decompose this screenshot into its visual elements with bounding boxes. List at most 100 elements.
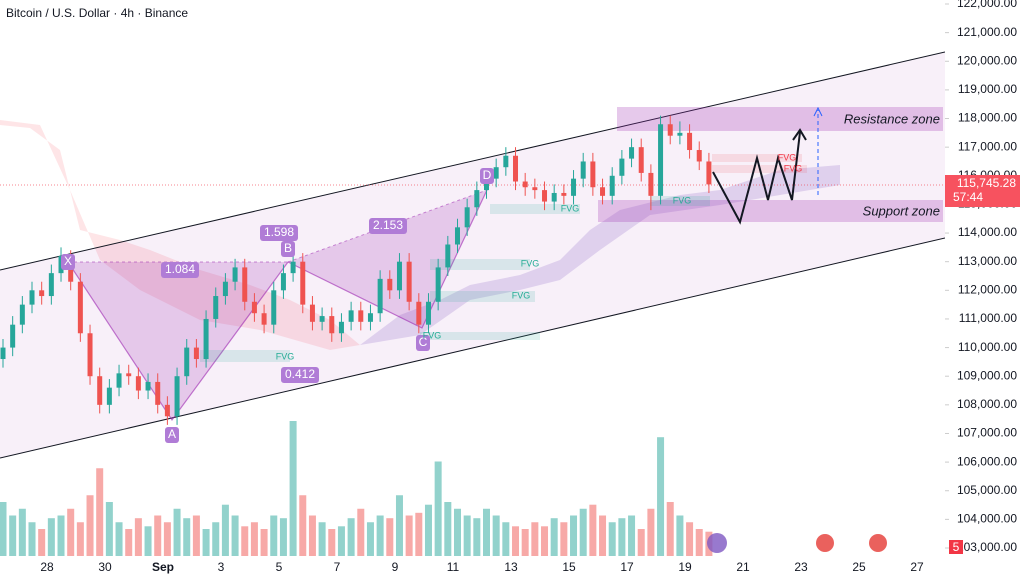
volume-bar (67, 508, 75, 556)
volume-bar (560, 522, 568, 556)
pattern-xab (68, 262, 288, 420)
candle-body (338, 321, 344, 334)
volume-bar (521, 529, 529, 556)
flag-icon[interactable] (816, 534, 834, 552)
candle-body (0, 347, 6, 360)
volume-bar (9, 515, 17, 556)
volume-bar (453, 508, 461, 556)
volume-bar (337, 526, 345, 556)
volume-bar (366, 522, 374, 556)
volume-bar (289, 421, 297, 556)
volume-bar (550, 518, 558, 556)
y-tick-label: 113,000.00 (958, 254, 1017, 268)
volume-bar (531, 522, 539, 556)
fvg-label: FVG (512, 290, 531, 300)
pattern-tag (161, 262, 199, 278)
y-tick-label: 114,000.00 (958, 225, 1017, 239)
y-tick-label: 108,000.00 (957, 397, 1017, 411)
volume-bar (686, 522, 694, 556)
candle-body (600, 187, 606, 196)
candle-body (571, 178, 577, 196)
pattern-text: 1.598 (264, 225, 294, 239)
pattern-tag (416, 335, 430, 351)
pattern-text: B (284, 241, 292, 255)
x-tick-label: 17 (620, 560, 634, 574)
candle-body (222, 281, 228, 297)
volume-bar (318, 522, 326, 556)
volume-bar (492, 515, 500, 556)
volume-bar (541, 526, 549, 556)
volume-bar (144, 526, 152, 556)
volume-bar (424, 504, 432, 556)
x-tick-label: 13 (504, 560, 518, 574)
volume-bar (502, 522, 510, 556)
candle-body (425, 301, 431, 325)
candle-body (387, 278, 393, 291)
pattern-tag (281, 367, 319, 383)
candle-body (454, 227, 460, 245)
candle-body (106, 387, 112, 405)
candle-body (590, 161, 596, 188)
x-tick-label: 11 (447, 560, 460, 574)
candle-body (561, 192, 567, 196)
projection-arrow (792, 128, 807, 141)
volume-bar (376, 515, 384, 556)
candle-body (77, 281, 83, 334)
volume-bar (192, 515, 200, 556)
candle-body (97, 376, 103, 405)
support-label: Support zone (863, 203, 940, 218)
candle-body (135, 376, 141, 391)
volume-bar (231, 515, 239, 556)
fvg-box (430, 291, 535, 302)
icon[interactable] (707, 533, 727, 553)
candle-body (290, 261, 296, 274)
resistance-label: Resistance zone (844, 111, 940, 126)
pattern-tag (165, 427, 179, 443)
volume-bar (250, 522, 258, 556)
candle-body (503, 155, 509, 168)
candle-body (329, 316, 335, 334)
volume-bar (434, 461, 442, 556)
volume-bar (444, 502, 452, 556)
volume-bar (183, 518, 191, 556)
fvg-label: FVG (778, 152, 797, 162)
volume-bar (270, 515, 278, 556)
candle-body (619, 158, 625, 176)
volume-bar (163, 522, 171, 556)
candle-body (87, 333, 93, 377)
flag-icon[interactable] (869, 534, 887, 552)
y-tick-label: 103,000.00 (957, 540, 1017, 554)
candle-body (280, 273, 286, 291)
candle-body (242, 267, 248, 302)
support-zone (598, 200, 943, 222)
x-tick-label: 7 (334, 560, 341, 574)
volume-bar (628, 515, 636, 556)
candle-body (551, 192, 557, 202)
candle-body (271, 290, 277, 325)
cloud-bear (0, 120, 360, 350)
candle-body (319, 316, 325, 322)
x-tick-label: Sep (152, 560, 174, 574)
pattern-text: 0.412 (285, 367, 315, 381)
volume-bar (18, 508, 26, 556)
volume-bar (28, 522, 36, 556)
volume-bar (386, 518, 394, 556)
x-tick-label: 19 (678, 560, 692, 574)
badge-label: 5 (953, 540, 960, 554)
pattern-text: X (64, 254, 72, 268)
pattern-text: 2.153 (373, 218, 403, 232)
volume-bar (637, 529, 645, 556)
y-tick-label: 117,000.00 (958, 139, 1017, 153)
volume-bar (279, 518, 287, 556)
fvg-label: FVG (784, 163, 803, 173)
chart-title: Bitcoin / U.S. Dollar · 4h · Binance (6, 6, 188, 20)
candle-body (396, 261, 402, 291)
candle-body (658, 124, 664, 196)
y-tick-label: 106,000.00 (957, 454, 1017, 468)
volume-bar (86, 495, 94, 556)
candle-body (629, 147, 635, 159)
y-tick-label: 104,000.00 (957, 512, 1017, 526)
price-value: 115,745.28 (957, 176, 1016, 190)
volume-bar (676, 515, 684, 556)
